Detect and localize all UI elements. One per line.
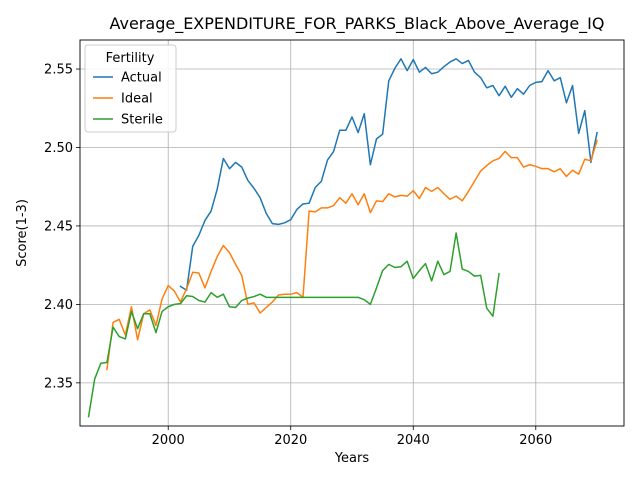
x-tick-label: 2060 [519, 433, 552, 448]
x-tick-label: 2000 [152, 433, 185, 448]
chart-title: Average_EXPENDITURE_FOR_PARKS_Black_Abov… [109, 14, 604, 34]
y-tick-label: 2.40 [44, 298, 73, 313]
legend-title: Fertility [106, 51, 155, 66]
x-axis-label: Years [334, 451, 370, 466]
x-tick-label: 2020 [274, 433, 307, 448]
legend: Fertility Actual Ideal Sterile [85, 45, 176, 132]
x-tick-label: 2040 [397, 433, 430, 448]
y-tick-label: 2.45 [44, 219, 73, 234]
legend-label-sterile: Sterile [121, 113, 163, 128]
y-tick-label: 2.55 [44, 63, 73, 78]
y-axis-label: Score(1-3) [15, 199, 30, 267]
legend-label-ideal: Ideal [121, 92, 153, 107]
legend-label-actual: Actual [121, 71, 162, 86]
y-tick-label: 2.50 [44, 141, 73, 156]
y-tick-label: 2.35 [44, 376, 73, 391]
